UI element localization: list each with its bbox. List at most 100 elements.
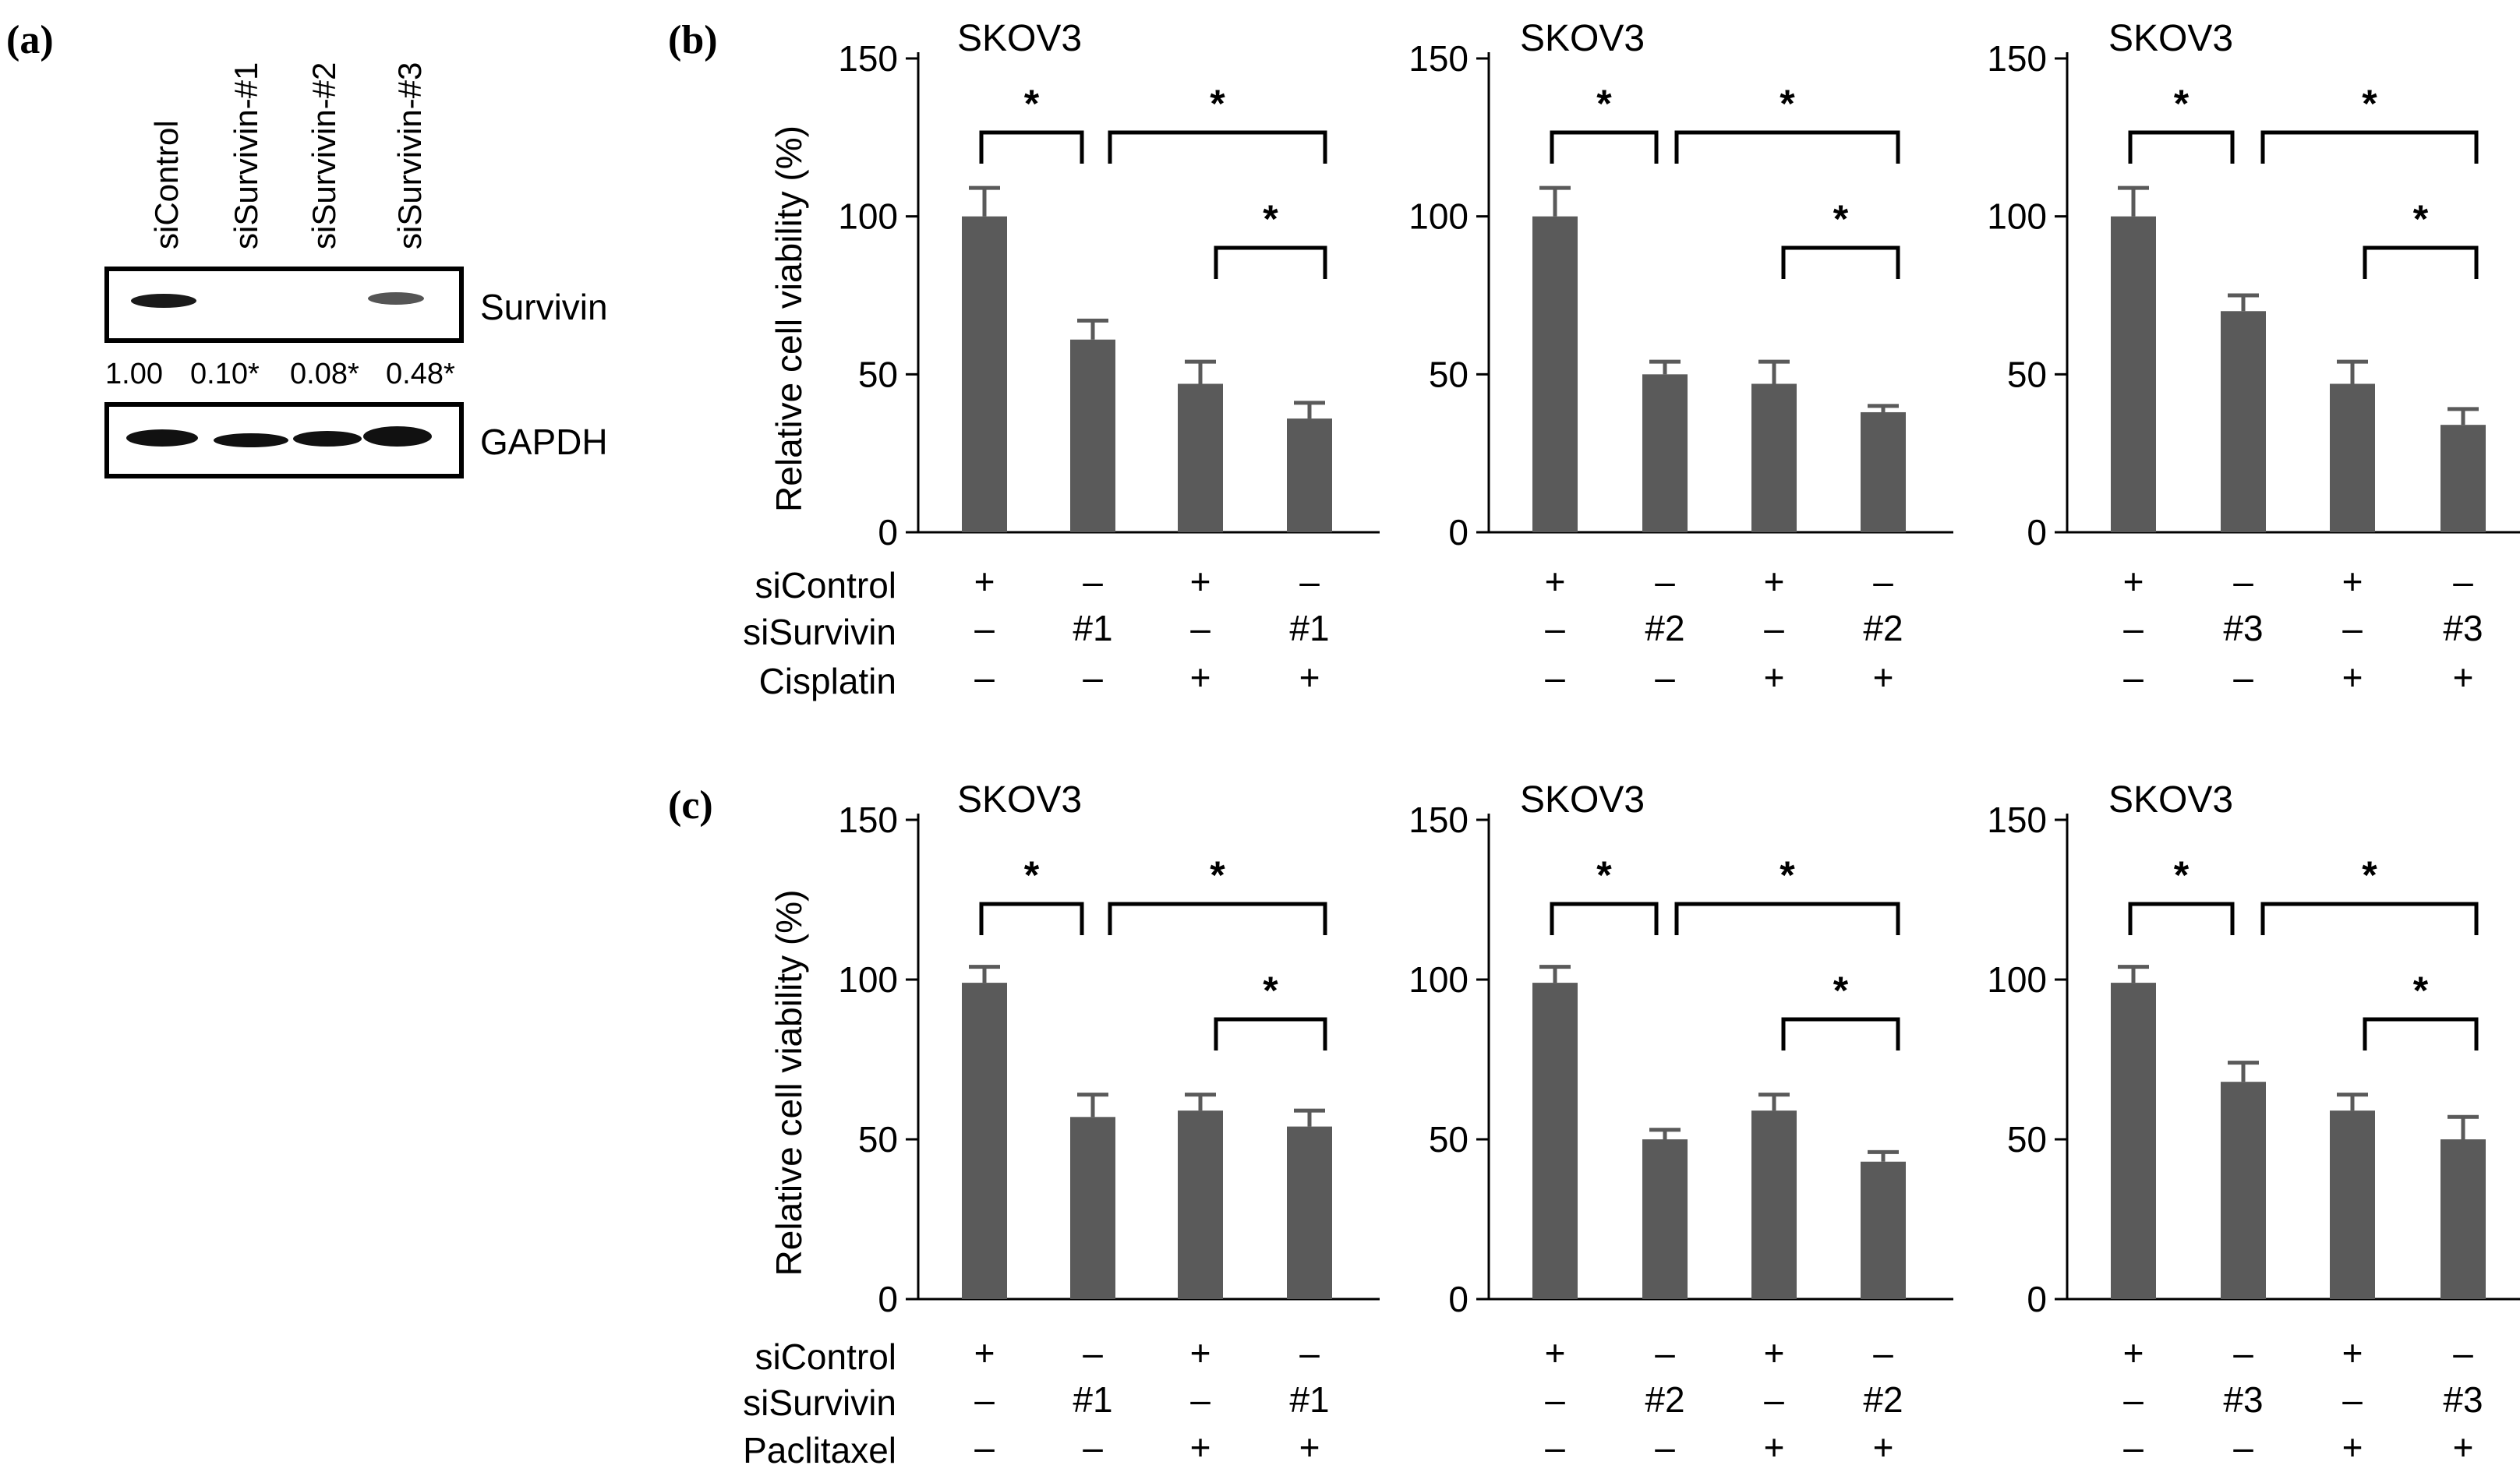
bar-4 [2440, 1139, 2486, 1299]
gapdh-band-2 [214, 433, 288, 447]
condition-sisurvivin-1: – [974, 608, 995, 648]
y-tick-label: 0 [878, 512, 898, 553]
condition-sicontrol-1: + [2123, 1333, 2144, 1373]
bar-3 [1178, 383, 1223, 532]
sig-bracket-1-star: * [1596, 853, 1612, 897]
bar-2 [1642, 1139, 1688, 1299]
bar-1 [1532, 983, 1578, 1299]
condition-sicontrol-4: – [1873, 1333, 1893, 1373]
condition-drug-1: – [1545, 1427, 1565, 1467]
chart-title: SKOV3 [1520, 18, 1645, 59]
condition-sicontrol-4: – [2453, 1333, 2473, 1373]
quant-3: 0.08* [290, 358, 359, 390]
condition-drug-3: + [1190, 1427, 1211, 1467]
panel-c-row-label-drug: Paclitaxel [743, 1430, 896, 1471]
y-tick-label: 50 [858, 1119, 898, 1160]
bar-4 [1287, 1126, 1332, 1299]
condition-sicontrol-2: – [1655, 561, 1675, 602]
bar-2 [2221, 311, 2266, 532]
lane-label-sisurvivin-2: siSurvivin-#2 [306, 62, 342, 249]
bar-4 [1861, 1161, 1906, 1299]
condition-drug-1: – [974, 657, 995, 697]
bar-4 [1287, 418, 1332, 532]
chart-title: SKOV3 [1520, 779, 1645, 821]
chart-c3-paclitaxel-sisurvivin-3: SKOV3 0 50 100 150 * * * + – + – – #3 – #3 – – + + [1987, 779, 2520, 1467]
sig-bracket-2-star: * [1210, 82, 1225, 125]
condition-sicontrol-3: + [1190, 561, 1211, 602]
sig-bracket-1 [1550, 130, 1659, 164]
condition-sicontrol-3: + [2342, 561, 2363, 602]
y-tick-label: 0 [878, 1279, 898, 1319]
chart-b3-cisplatin-sisurvivin-3: SKOV3 0 50 100 150 * * * + – + – – #3 – #3 – – + + [1987, 18, 2520, 697]
survivin-band-1 [131, 294, 196, 308]
condition-sisurvivin-2: #2 [1645, 608, 1684, 648]
sig-bracket-3 [1214, 1017, 1327, 1050]
chart-title: SKOV3 [957, 779, 1082, 821]
survivin-band-4 [368, 292, 424, 305]
chart-b2-cisplatin-sisurvivin-2: SKOV3 0 50 100 150 * * * + – + – – #2 – #2 – – + + [1408, 18, 1953, 697]
gapdh-band-3 [293, 431, 362, 447]
sig-bracket-2 [1108, 902, 1327, 935]
sig-bracket-1 [979, 902, 1084, 935]
condition-drug-3: + [2342, 1427, 2363, 1467]
sig-bracket-2 [1108, 130, 1327, 164]
bar-1 [962, 216, 1007, 532]
condition-sisurvivin-3: – [1190, 608, 1211, 648]
sig-bracket-2 [2260, 902, 2479, 935]
panel-a-western-blot: (a) siControl siSurvivin-#1 siSurvivin-#… [6, 18, 608, 478]
y-axis-title: Relative cell viability (%) [769, 890, 809, 1276]
condition-sisurvivin-3: – [2342, 608, 2363, 648]
condition-drug-4: + [2453, 657, 2474, 697]
condition-sicontrol-4: – [1299, 1333, 1320, 1373]
sig-bracket-3-star: * [1833, 969, 1849, 1012]
condition-sicontrol-2: – [1083, 561, 1103, 602]
lane-label-sisurvivin-3: siSurvivin-#3 [391, 62, 428, 249]
condition-sisurvivin-1: – [2123, 608, 2144, 648]
bar-2 [1642, 374, 1688, 532]
chart-c2-paclitaxel-sisurvivin-2: SKOV3 0 50 100 150 * * * + – + – – #2 – #2 – – + + [1408, 779, 1953, 1467]
y-tick-label: 100 [838, 959, 898, 1000]
panel-a-label: (a) [6, 18, 54, 62]
panel-b-label: (b) [668, 18, 718, 62]
condition-sicontrol-1: + [2123, 561, 2144, 602]
lane-label-sisurvivin-1: siSurvivin-#1 [228, 62, 264, 249]
sig-bracket-2 [2260, 130, 2479, 164]
condition-sicontrol-4: – [1299, 561, 1320, 602]
y-tick-label: 50 [2007, 354, 2047, 394]
sig-bracket-2-star: * [1780, 82, 1795, 125]
bar-3 [2330, 383, 2375, 532]
bar-3 [1751, 383, 1797, 532]
y-tick-label: 0 [1448, 512, 1469, 553]
bar-3 [1751, 1110, 1797, 1299]
sig-bracket-1-star: * [1024, 853, 1040, 897]
condition-sisurvivin-3: – [2342, 1379, 2363, 1420]
bar-2 [1070, 1117, 1115, 1299]
condition-sicontrol-1: + [1545, 1333, 1566, 1373]
y-tick-label: 150 [1987, 38, 2047, 79]
condition-sicontrol-1: + [1545, 561, 1566, 602]
bar-3 [1178, 1110, 1223, 1299]
condition-sisurvivin-1: – [1545, 608, 1565, 648]
y-tick-label: 0 [1448, 1279, 1469, 1319]
sig-bracket-3-star: * [2413, 197, 2429, 241]
condition-sicontrol-4: – [2453, 561, 2473, 602]
bar-1 [1532, 216, 1578, 532]
condition-drug-1: – [2123, 1427, 2144, 1467]
gapdh-band-1 [126, 429, 198, 447]
condition-drug-2: – [1655, 657, 1675, 697]
quant-2: 0.10* [190, 358, 260, 390]
sig-bracket-3-star: * [2413, 969, 2429, 1012]
sig-bracket-3 [1781, 245, 1900, 279]
condition-sicontrol-2: – [2233, 1333, 2253, 1373]
y-tick-label: 100 [1408, 196, 1469, 237]
gapdh-band-4 [363, 426, 432, 447]
sig-bracket-2 [1674, 130, 1900, 164]
condition-drug-2: – [1083, 657, 1103, 697]
condition-drug-2: – [2233, 1427, 2253, 1467]
gapdh-label: GAPDH [480, 422, 608, 462]
sig-bracket-1-star: * [1596, 82, 1612, 125]
y-tick-label: 50 [1429, 1119, 1469, 1160]
y-tick-label: 100 [1987, 959, 2047, 1000]
condition-drug-2: – [1655, 1427, 1675, 1467]
